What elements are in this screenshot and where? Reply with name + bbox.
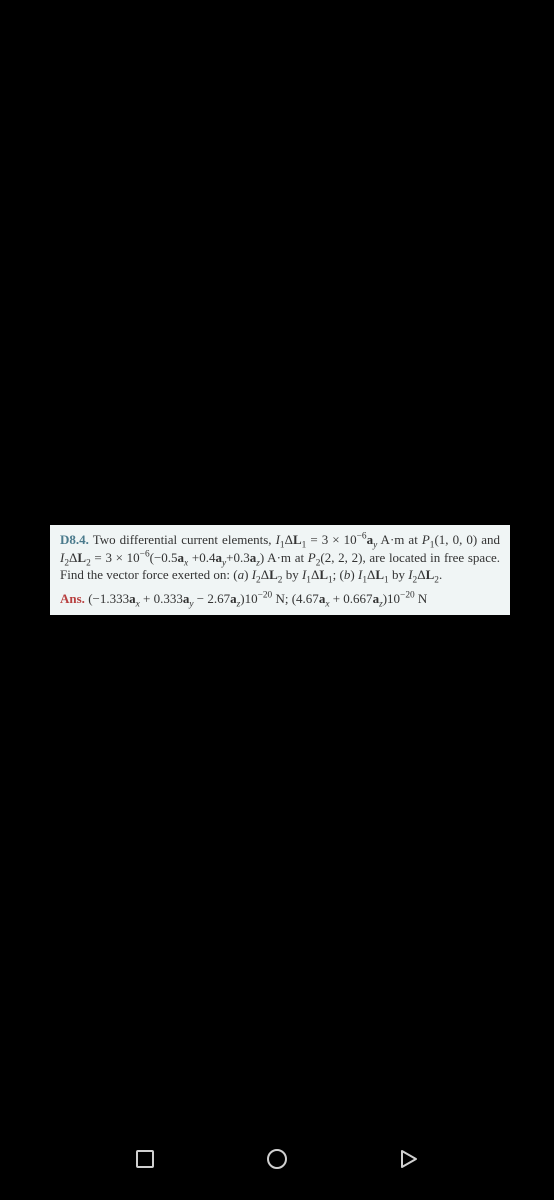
home-button[interactable] [266,1148,288,1170]
problem-label: D8.4. [60,532,89,547]
circle-icon [267,1149,287,1169]
problem-body: Two differential current elements, I1ΔL1… [60,532,500,582]
back-button[interactable] [398,1148,420,1170]
textbook-problem-block: D8.4. Two differential current elements,… [50,525,510,615]
answer-label: Ans. [60,591,85,606]
answer-body: (−1.333ax + 0.333ay − 2.67az)10−20 N; (4… [88,591,427,606]
square-icon [136,1150,154,1168]
android-nav-bar [0,1148,554,1170]
triangle-icon [399,1148,419,1170]
answer-paragraph: Ans. (−1.333ax + 0.333ay − 2.67az)10−20 … [60,590,500,608]
problem-paragraph: D8.4. Two differential current elements,… [60,531,500,584]
recent-apps-button[interactable] [134,1148,156,1170]
